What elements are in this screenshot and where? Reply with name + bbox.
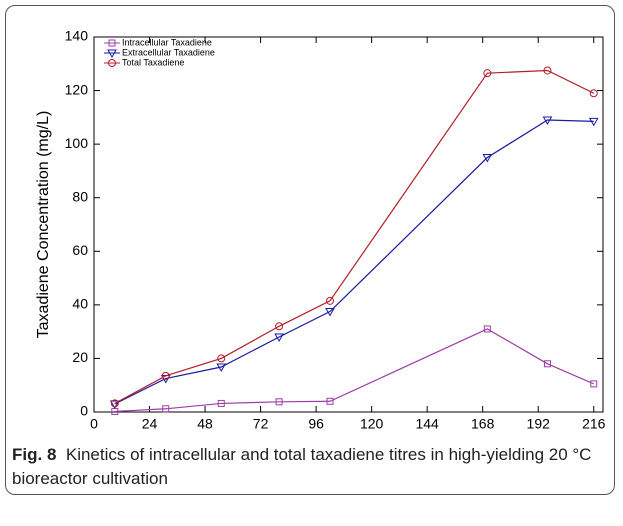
x-tick-label: 120 (360, 416, 384, 432)
x-tick-label: 216 (582, 416, 606, 432)
x-tick-label: 24 (142, 416, 158, 432)
data-point (542, 116, 553, 126)
y-tick-label: 80 (72, 188, 88, 204)
y-tick-label: 20 (72, 349, 88, 365)
caption-text: Kinetics of intracellular and total taxa… (12, 445, 592, 488)
legend-label: Extracellular Taxadiene (122, 47, 215, 57)
legend-marker (108, 59, 116, 67)
x-tick-label: 192 (527, 416, 551, 432)
x-tick-label: 72 (253, 416, 269, 432)
data-point (325, 296, 334, 305)
data-point (325, 308, 335, 317)
plot-frame (93, 36, 604, 413)
data-point (109, 400, 120, 409)
data-point (274, 333, 284, 343)
data-point (483, 69, 492, 78)
x-tick-label: 0 (90, 416, 98, 432)
data-point (216, 363, 227, 373)
data-point (590, 380, 598, 388)
y-axis-label: Taxadiene Concentration (mg/L) (35, 111, 52, 339)
data-point (275, 322, 284, 331)
caption: Fig. 8 Kinetics of intracellular and tot… (12, 443, 612, 491)
data-point (543, 66, 552, 75)
legend-marker (107, 49, 117, 59)
data-point (483, 325, 491, 333)
legend-label: Intracellular Taxadiene (122, 37, 212, 47)
legend-marker (108, 39, 116, 47)
figure-frame (5, 5, 615, 495)
data-point (326, 397, 334, 405)
data-point (589, 89, 598, 98)
y-tick-label: 120 (65, 81, 89, 97)
y-tick-label: 60 (72, 242, 88, 258)
data-point (162, 405, 170, 413)
x-tick-label: 168 (471, 416, 495, 432)
data-point (110, 399, 119, 408)
data-point (588, 117, 599, 127)
chart: 0 24 48 72 96 120 144 168 192 216 0 20 40 60 80 100 120 1… (35, 28, 606, 440)
data-point (217, 399, 225, 407)
y-tick-label: 100 (65, 135, 89, 151)
data-point (275, 398, 283, 406)
data-point (217, 354, 226, 363)
caption-label: Fig. 8 (12, 445, 57, 464)
series-line (114, 119, 594, 405)
y-tick-label: 40 (72, 296, 88, 312)
data-point (161, 371, 170, 380)
y-tick-label: 140 (65, 28, 89, 44)
x-tick-label: 96 (308, 416, 324, 432)
series-line (114, 328, 594, 413)
legend-label: Total Taxadiene (122, 57, 184, 67)
x-tick-label: 144 (415, 416, 439, 432)
data-point (482, 154, 493, 163)
x-axis-label: Time (hours) (303, 439, 393, 440)
data-point (543, 360, 551, 368)
x-tick-label: 48 (197, 416, 213, 432)
series-line (114, 69, 595, 404)
y-tick-label: 0 (80, 403, 88, 419)
